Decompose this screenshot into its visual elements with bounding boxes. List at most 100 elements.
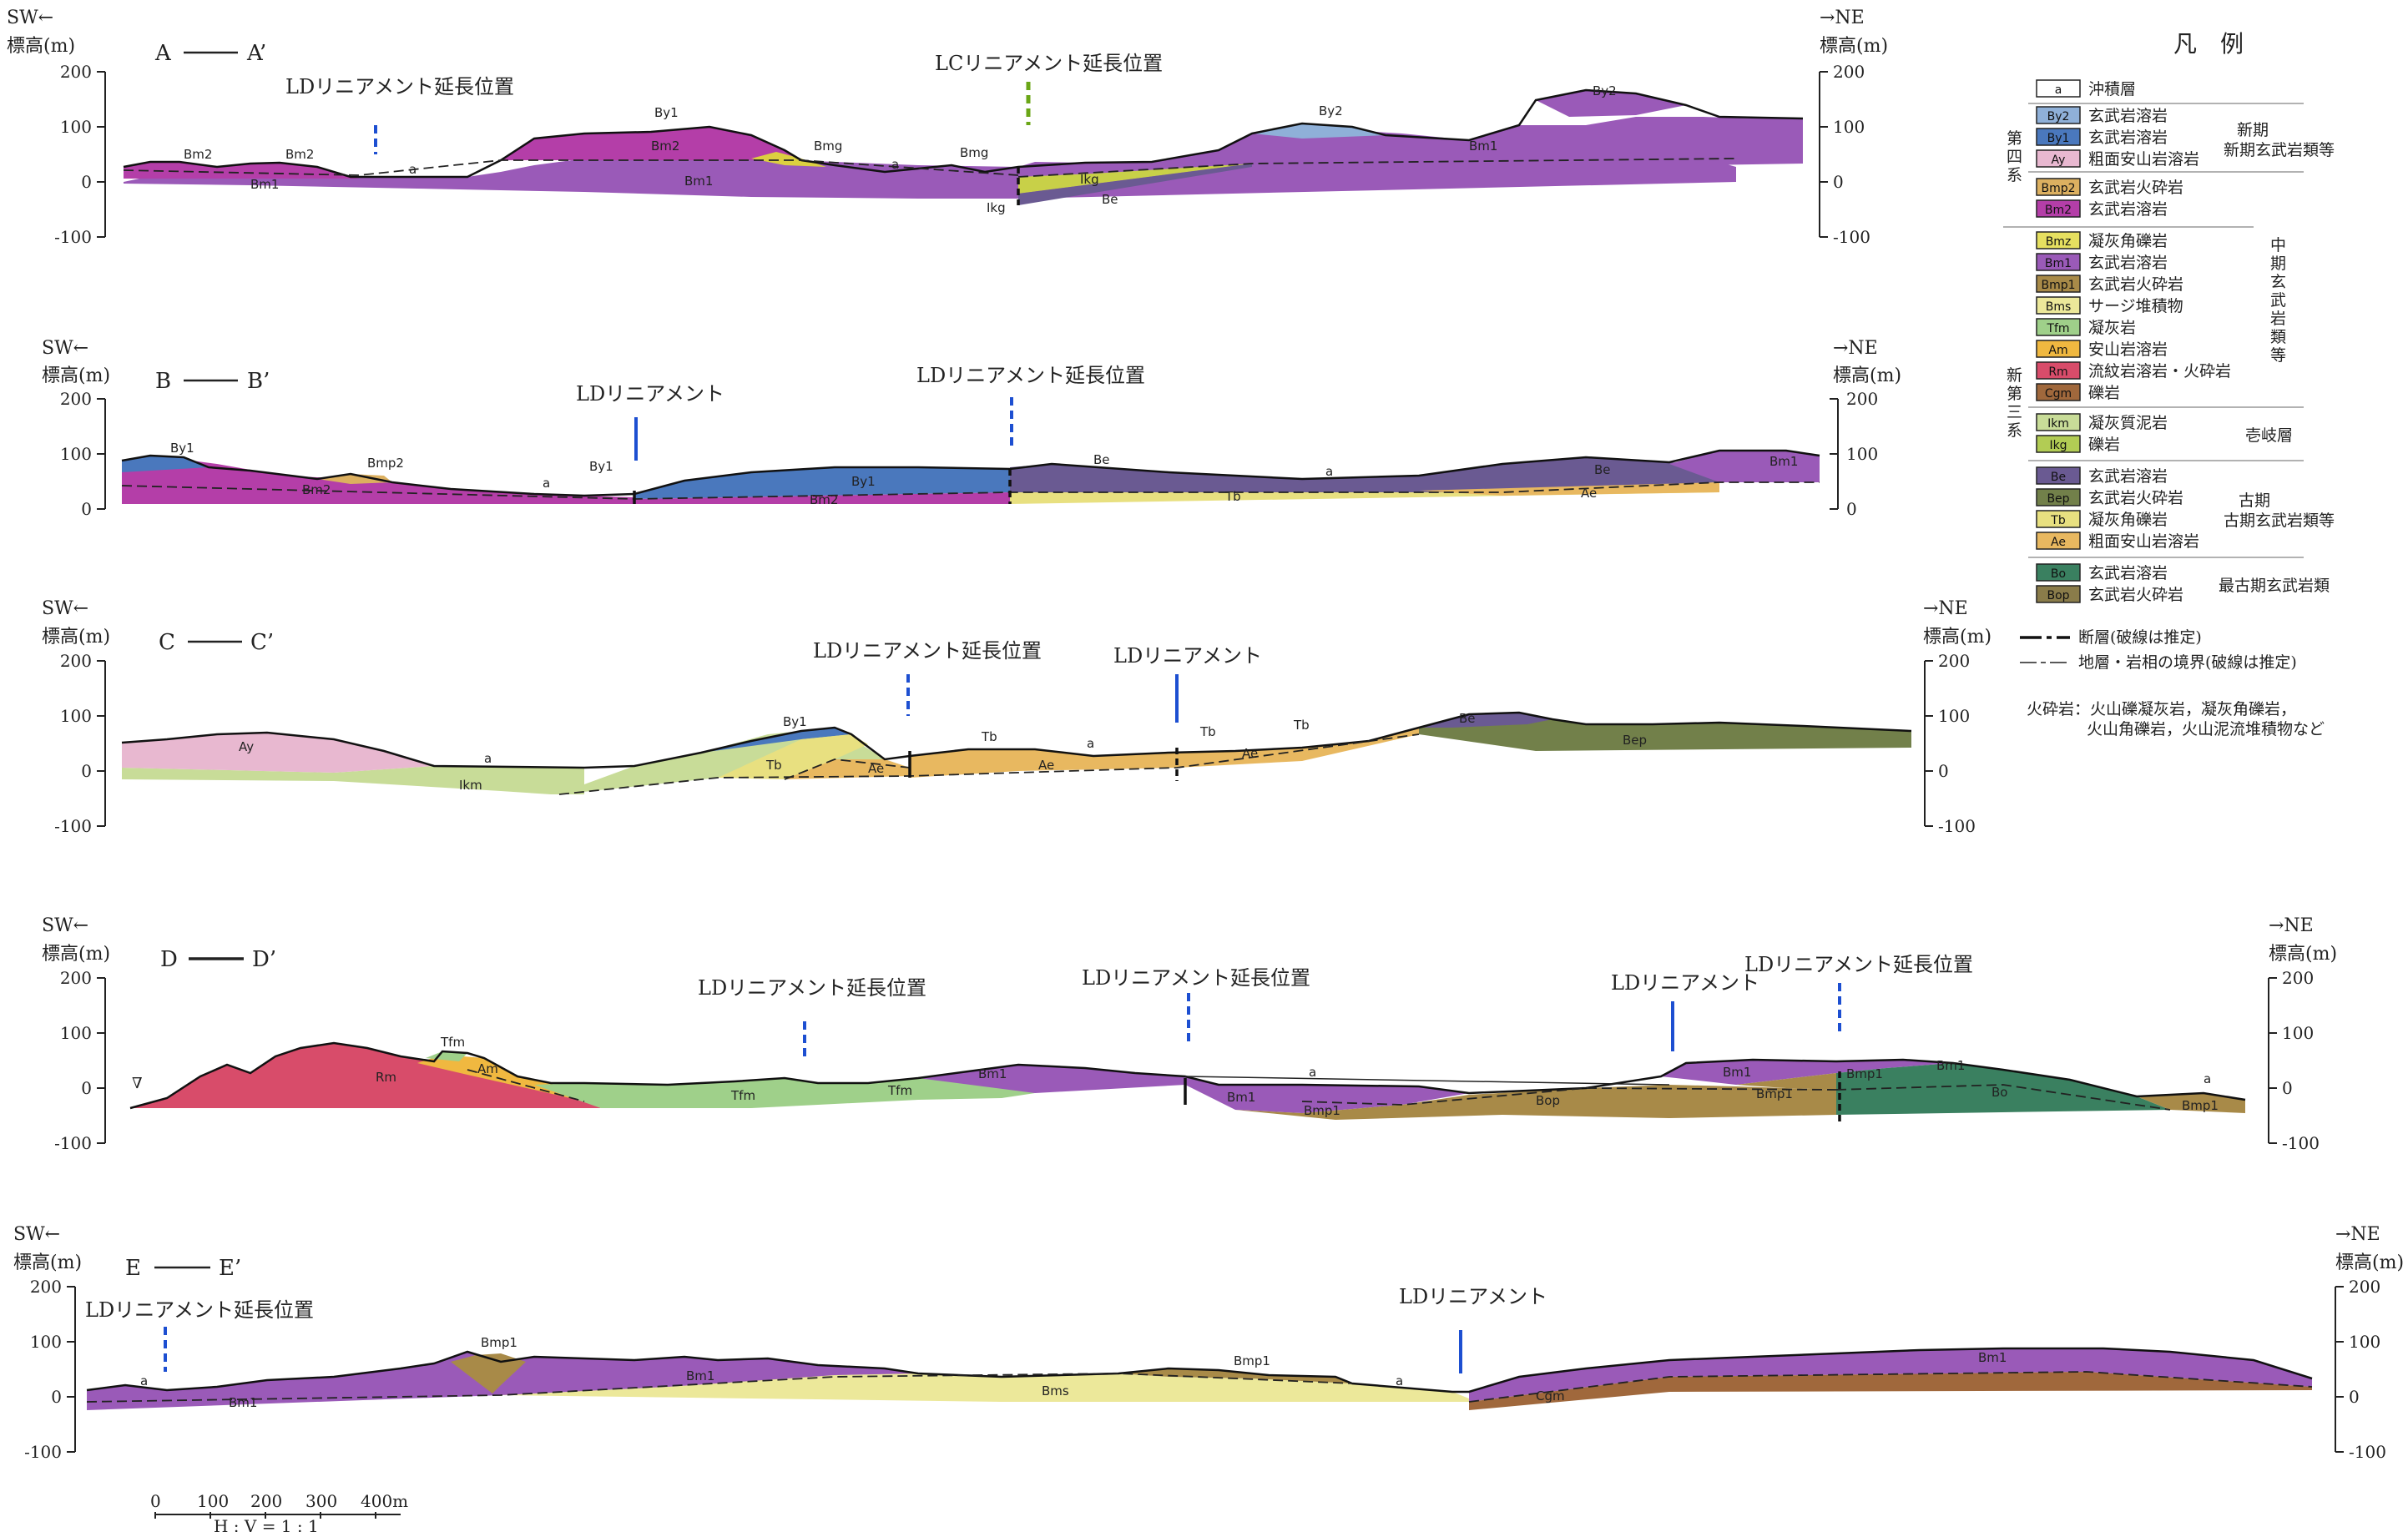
section-d-boundary-3 xyxy=(1835,1084,2171,1111)
section-b-unit-label: Be xyxy=(1093,452,1110,467)
section-c-annot-ld: LDリニアメント xyxy=(1113,644,1262,668)
legend-swatch-tb xyxy=(2036,510,2081,528)
section-d-rtick-0: 0 xyxy=(2282,1078,2293,1098)
section-a-annot-lc: LCリニアメント延長位置 xyxy=(935,52,1163,75)
legend-note-2: 火山角礫岩，火山泥流堆積物など xyxy=(2087,720,2325,738)
section-a-annot-ld: LDリニアメント延長位置 xyxy=(285,75,514,98)
unit-bm1-ne-upper xyxy=(1018,117,1803,177)
unit-ay-c xyxy=(122,733,434,773)
section-d-surface xyxy=(129,1041,2246,1110)
section-b-tick-200: 200 xyxy=(60,389,92,409)
legend-name-be: 玄武岩溶岩 xyxy=(2088,467,2168,486)
section-d-unit-label: Rm xyxy=(376,1070,396,1085)
section-e-right-dir: →NE xyxy=(2335,1224,2380,1245)
section-c-unit-label: Tb xyxy=(1293,718,1310,733)
section-d-unit-label: Bm1 xyxy=(1723,1065,1751,1080)
legend-name-ikg: 礫岩 xyxy=(2088,436,2120,454)
legend-code-by1: By1 xyxy=(2047,132,2070,145)
legend-title: 凡 例 xyxy=(2173,30,2244,58)
section-e-boundary-1 xyxy=(86,1373,1353,1403)
section-a-tick-0: 0 xyxy=(81,172,92,192)
legend-group-old-1: 古期 xyxy=(2239,491,2270,510)
legend-swatch-tfm xyxy=(2036,318,2081,336)
unit-bmp1-e xyxy=(451,1353,526,1393)
svg-text:類: 類 xyxy=(2270,328,2286,346)
svg-text:系: 系 xyxy=(2007,166,2022,184)
unit-bm2-west xyxy=(124,162,359,179)
section-d-unit-label: Bm1 xyxy=(1227,1090,1255,1105)
legend-boundary-label: 地層・岩相の境界(破線は推定) xyxy=(2078,653,2297,672)
legend-name-bms: サージ堆積物 xyxy=(2088,297,2183,315)
legend-code-bmp1: Bmp1 xyxy=(2041,279,2075,292)
svg-text:三: 三 xyxy=(2007,403,2022,421)
legend-name-tfm: 凝灰岩 xyxy=(2088,319,2136,337)
legend-code-bmp2: Bmp2 xyxy=(2041,182,2075,195)
section-b-boundary xyxy=(121,481,1820,500)
legend-code-bms: Bms xyxy=(2046,300,2072,314)
legend-group-new-basalt-1: 新期 xyxy=(2237,121,2269,139)
legend-code-bop: Bop xyxy=(2047,589,2069,602)
section-c-unit-label: a xyxy=(484,751,492,766)
scale-tick-400: 400m xyxy=(361,1491,408,1511)
unit-bm1-left xyxy=(124,159,1018,199)
section-b-unit-label: By1 xyxy=(851,474,876,489)
section-e: SW← 標高(m) →NE 標高(m) E E’ 200 100 0 -100 … xyxy=(13,1224,2404,1462)
section-c-rtick-m100: -100 xyxy=(1938,816,1976,836)
legend-swatch-ikg xyxy=(2036,435,2081,453)
section-e-tick-200: 200 xyxy=(30,1277,62,1297)
legend-code-by2: By2 xyxy=(2047,110,2070,123)
section-e-title-left: E xyxy=(125,1256,141,1281)
legend-swatch-bms xyxy=(2036,296,2081,315)
section-a-unit-label: Bm1 xyxy=(250,177,279,192)
legend-swatch-bm2 xyxy=(2036,199,2081,218)
section-a-tick-100: 100 xyxy=(60,117,92,137)
section-a-elev-label-right: 標高(m) xyxy=(1820,36,1888,57)
section-b-elev-label: 標高(m) xyxy=(42,365,110,386)
section-c-elev-label: 標高(m) xyxy=(42,627,110,648)
section-c-unit-label: Tb xyxy=(981,729,997,744)
legend: 凡 例 a 沖積層 第 四 系 By2 玄武岩溶岩 By1 玄武岩溶岩 Ay 粗… xyxy=(2003,30,2335,738)
unit-bm1-d-2 xyxy=(1185,1085,1469,1113)
section-a-rtick-m100: -100 xyxy=(1833,227,1870,247)
section-a-unit-label: By2 xyxy=(1319,103,1343,118)
legend-swatch-ikm xyxy=(2036,413,2081,431)
section-d-annot-3: LDリニアメント xyxy=(1611,971,1759,995)
section-e-unit-label: Bmp1 xyxy=(1234,1353,1270,1368)
section-e-elev-label: 標高(m) xyxy=(13,1252,82,1273)
section-c-left-dir: SW← xyxy=(42,598,88,619)
section-b-tick-0: 0 xyxy=(81,499,92,519)
scale-ratio: H : V = 1 : 1 xyxy=(214,1516,319,1532)
legend-code-bo: Bo xyxy=(2051,567,2066,581)
section-b: SW← 標高(m) →NE 標高(m) B B’ 200 100 0 200 1… xyxy=(42,338,1901,519)
section-b-title-left: B xyxy=(155,369,171,394)
unit-bm1-b xyxy=(1669,451,1820,482)
section-d-elev-label-right: 標高(m) xyxy=(2269,944,2337,965)
unit-bop-d xyxy=(1235,1085,1836,1120)
section-a-rtick-0: 0 xyxy=(1833,172,1844,192)
section-e-annot-ld: LDリニアメント xyxy=(1399,1285,1547,1308)
section-b-title-right: B’ xyxy=(247,369,270,394)
section-a-unit-label: Bmg xyxy=(960,145,988,160)
legend-fault-label: 断層(破線は推定) xyxy=(2078,628,2202,647)
section-d-unit-label: Bmp1 xyxy=(2182,1098,2219,1113)
unit-rm-d xyxy=(130,1043,601,1108)
legend-group-middle-basalt: 中 xyxy=(2270,236,2286,254)
section-e-tick-m100: -100 xyxy=(24,1442,62,1462)
legend-code-bmz: Bmz xyxy=(2046,235,2072,249)
section-a-unit-label: a xyxy=(409,162,416,177)
legend-group-iki: 壱岐層 xyxy=(2245,426,2293,445)
legend-group-oldest: 最古期玄武岩類 xyxy=(2219,577,2330,595)
section-d-tick-200: 200 xyxy=(60,968,92,988)
section-d-tick-0: 0 xyxy=(81,1078,92,1098)
scale-tick-0: 0 xyxy=(150,1491,161,1511)
section-e-unit-label: a xyxy=(140,1373,148,1388)
legend-swatch-ae xyxy=(2036,532,2081,550)
legend-name-tb: 凝灰角礫岩 xyxy=(2088,511,2168,529)
legend-group-old-basalt: 古期玄武岩類等 xyxy=(2224,512,2335,530)
section-b-rtick-0: 0 xyxy=(1846,499,1857,519)
section-d-title-left: D xyxy=(160,947,178,972)
legend-swatch-bo xyxy=(2036,563,2081,582)
section-d-annot-4: LDリニアメント延長位置 xyxy=(1744,953,1973,976)
legend-code-ikm: Ikm xyxy=(2047,417,2069,431)
svg-text:岩: 岩 xyxy=(2270,310,2286,328)
